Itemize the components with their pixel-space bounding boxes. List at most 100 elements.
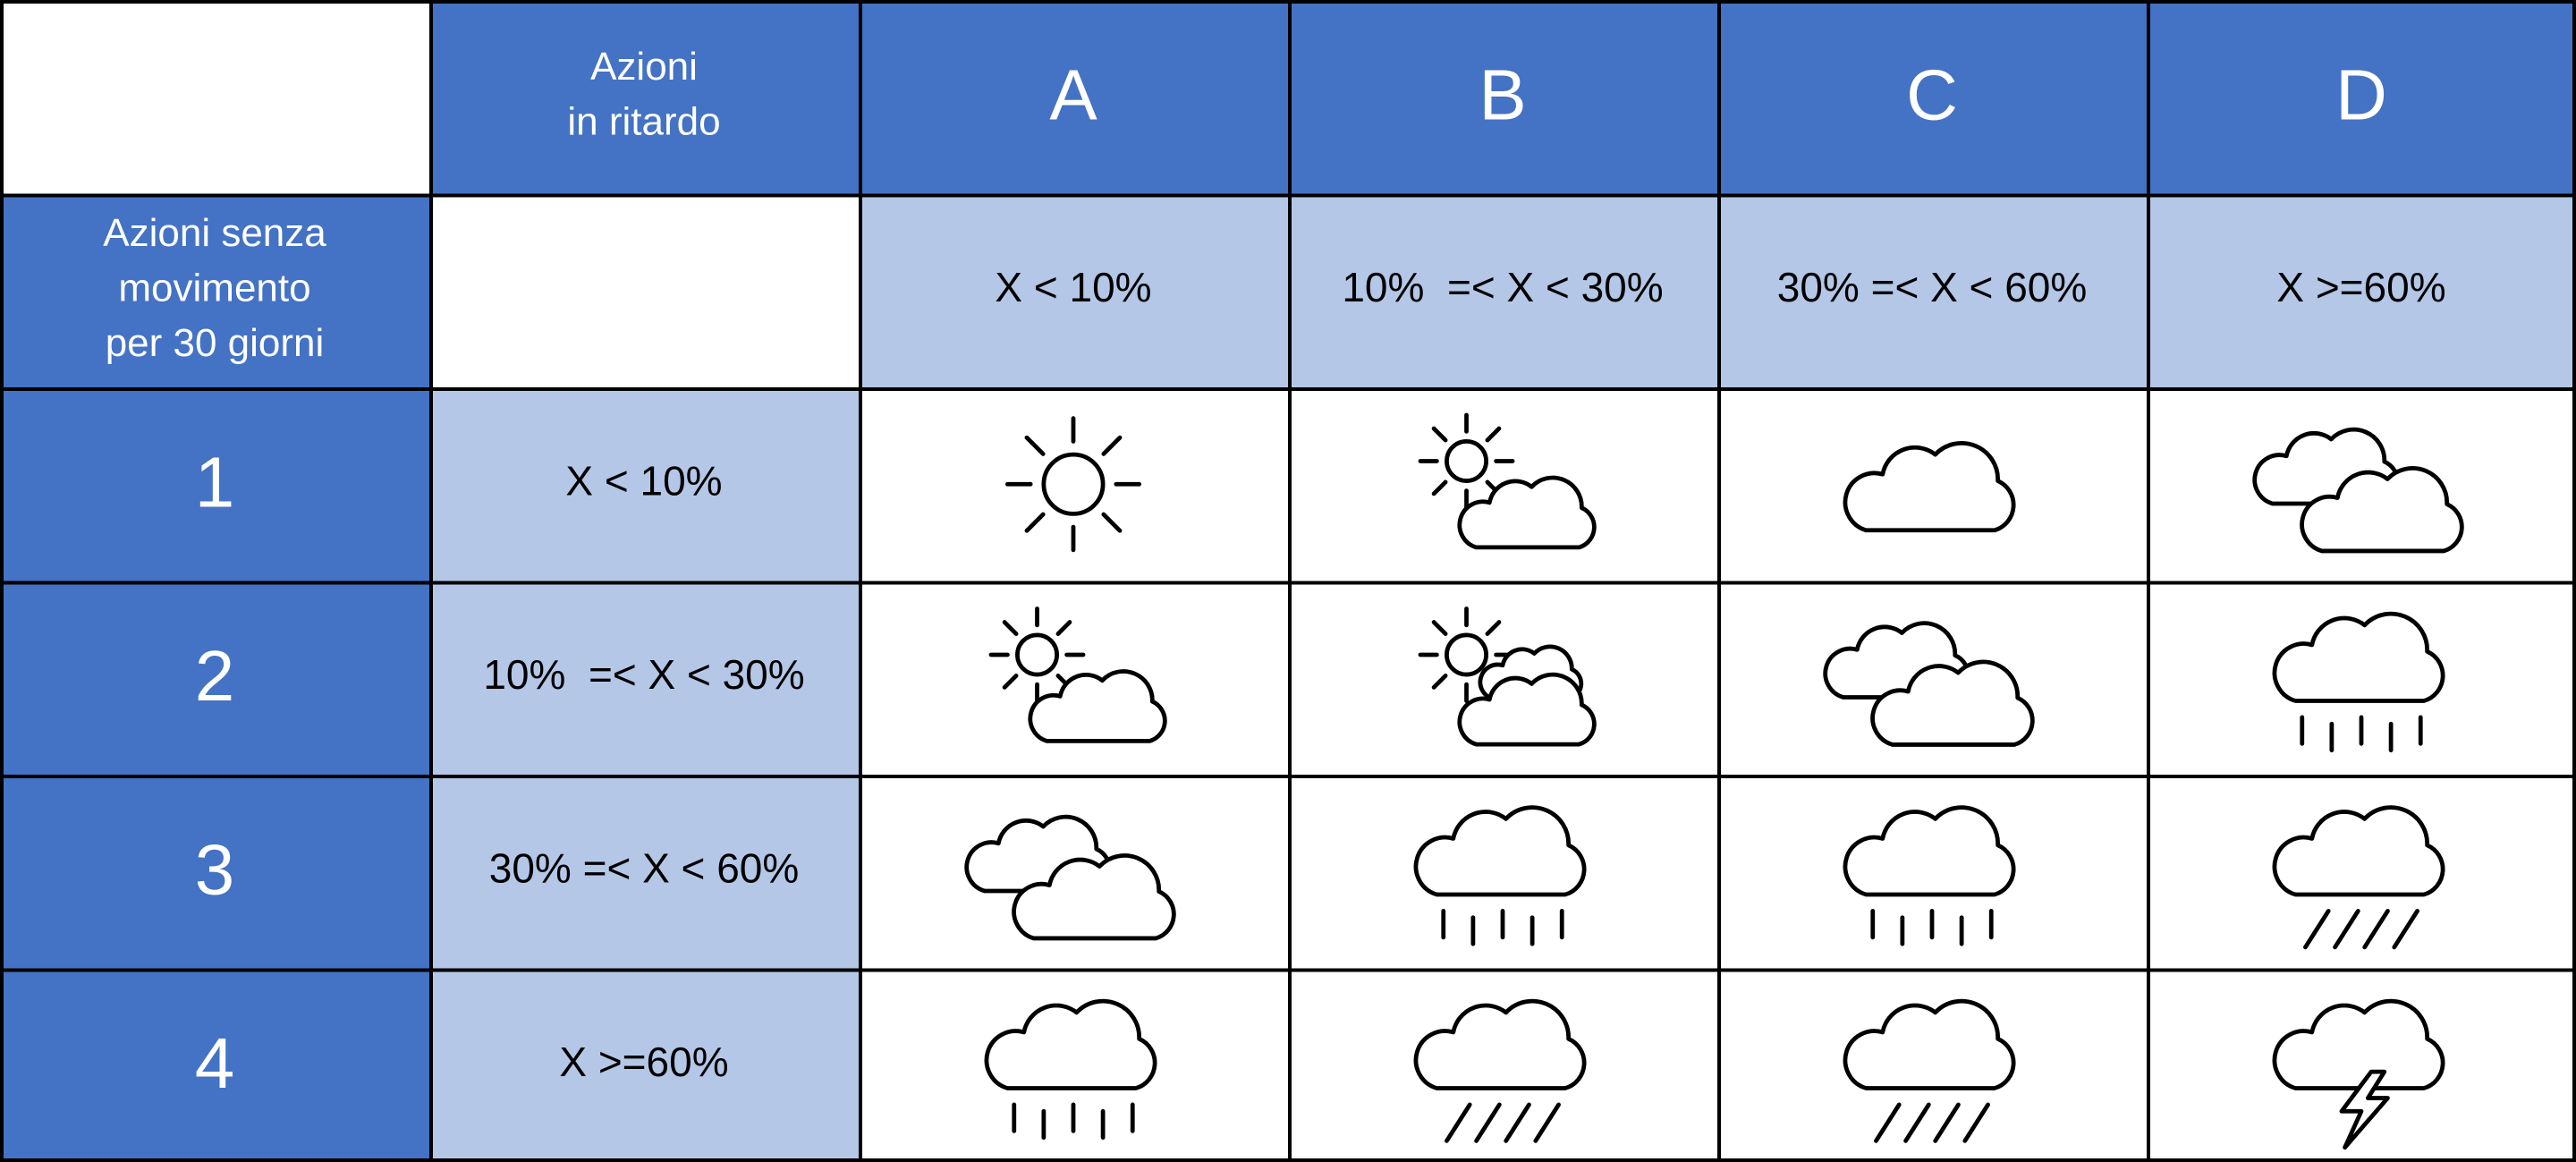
column-header: Azioni	[590, 45, 698, 89]
weather-icon	[1843, 441, 2016, 533]
weather-icon	[2272, 998, 2445, 1150]
cell	[0, 0, 433, 198]
weather-icon	[1843, 805, 2016, 946]
sun-ray	[1002, 674, 1019, 690]
cell	[1717, 387, 2150, 585]
cloud	[1413, 805, 1587, 897]
column-label: A	[1049, 55, 1097, 134]
row-label: 4	[195, 1023, 235, 1103]
rain-drop	[2333, 909, 2360, 950]
weather-icon	[2272, 805, 2445, 950]
cloud	[2272, 998, 2445, 1090]
sun-ray	[1055, 620, 1072, 636]
cell	[429, 775, 862, 972]
cell	[0, 968, 433, 1162]
weather-icon	[1418, 606, 1597, 747]
column-label: D	[2335, 55, 2387, 134]
rain-drop	[2303, 909, 2331, 950]
sun-ray	[1024, 512, 1046, 533]
rain-drop	[1474, 1102, 1502, 1143]
row-range: X < 10%	[565, 457, 722, 504]
sun-ray	[1485, 426, 1502, 443]
cloud	[2300, 466, 2464, 554]
row-header: movimento	[118, 266, 310, 310]
rain-drop	[2392, 909, 2419, 950]
sun-ray	[1431, 674, 1448, 690]
cell	[859, 193, 1292, 391]
rain-drop	[1933, 1102, 1961, 1143]
sun	[1041, 452, 1106, 516]
cell	[0, 193, 433, 391]
sun	[1445, 439, 1488, 483]
weather-icon	[1413, 998, 1587, 1143]
rain-drop	[1504, 1102, 1531, 1143]
weather-icon	[1005, 416, 1141, 553]
row-label: 1	[195, 442, 235, 522]
sun	[1015, 632, 1059, 677]
row-range: 10% =< X < 30%	[483, 651, 804, 698]
rain-drop	[2362, 909, 2390, 950]
rain-drop	[1445, 1102, 1472, 1143]
sun-ray	[1431, 426, 1448, 443]
column-label: B	[1479, 55, 1526, 134]
cell	[0, 775, 433, 972]
cell	[429, 0, 862, 198]
column-label: C	[1906, 55, 1958, 134]
cell	[859, 0, 1292, 198]
sun	[1445, 632, 1488, 677]
weather-icon	[1418, 412, 1597, 550]
row-header: per 30 giorni	[106, 321, 325, 365]
cell	[429, 968, 862, 1162]
cell	[0, 581, 433, 778]
cloud	[1843, 998, 2016, 1090]
cloud	[1457, 672, 1597, 747]
weather-icon	[2252, 427, 2464, 554]
sun-ray	[1431, 479, 1448, 496]
column-range: X >=60%	[2276, 264, 2445, 310]
sun-ray	[1002, 620, 1019, 636]
weather-icon	[964, 814, 1176, 941]
cell	[1288, 0, 1721, 198]
weather-icon	[988, 606, 1167, 743]
weather-icon	[2272, 611, 2445, 753]
cell	[429, 193, 862, 391]
column-range: 10% =< X < 30%	[1342, 264, 1663, 310]
cell	[2147, 0, 2576, 198]
cloud	[1028, 669, 1167, 743]
lightning	[2339, 1069, 2390, 1150]
cloud	[1843, 805, 2016, 897]
cloud	[984, 998, 1157, 1090]
cloud	[1413, 998, 1587, 1090]
cloud	[2272, 611, 2445, 703]
row-range: 30% =< X < 60%	[489, 844, 800, 891]
weather-icon	[984, 998, 1157, 1141]
column-range: X < 10%	[995, 264, 1151, 310]
cell	[1717, 193, 2150, 391]
sun-ray	[1101, 435, 1123, 456]
weather-icon	[1843, 998, 2016, 1143]
row-header: Azioni senza	[103, 211, 326, 255]
rain-drop	[1533, 1102, 1561, 1143]
cloud	[1012, 853, 1176, 941]
sun-ray	[1101, 512, 1123, 533]
row-label: 3	[195, 829, 235, 909]
cloud	[2272, 805, 2445, 897]
weather-icon	[1413, 805, 1587, 946]
rain-drop	[1962, 1102, 1990, 1143]
cloud	[1457, 475, 1597, 550]
cloud	[1843, 441, 2016, 533]
weather-icon	[1823, 621, 2035, 747]
cell	[429, 581, 862, 778]
column-header: in ritardo	[567, 100, 720, 144]
row-label: 2	[195, 636, 235, 716]
row-range: X >=60%	[559, 1039, 728, 1085]
sun-ray	[1485, 620, 1502, 636]
cell	[1717, 0, 2150, 198]
sun-ray	[1431, 620, 1448, 636]
cell	[0, 387, 433, 585]
sun-ray	[1024, 435, 1046, 456]
cloud	[1870, 659, 2035, 747]
rain-drop	[1903, 1102, 1931, 1143]
rain-drop	[1874, 1102, 1902, 1143]
